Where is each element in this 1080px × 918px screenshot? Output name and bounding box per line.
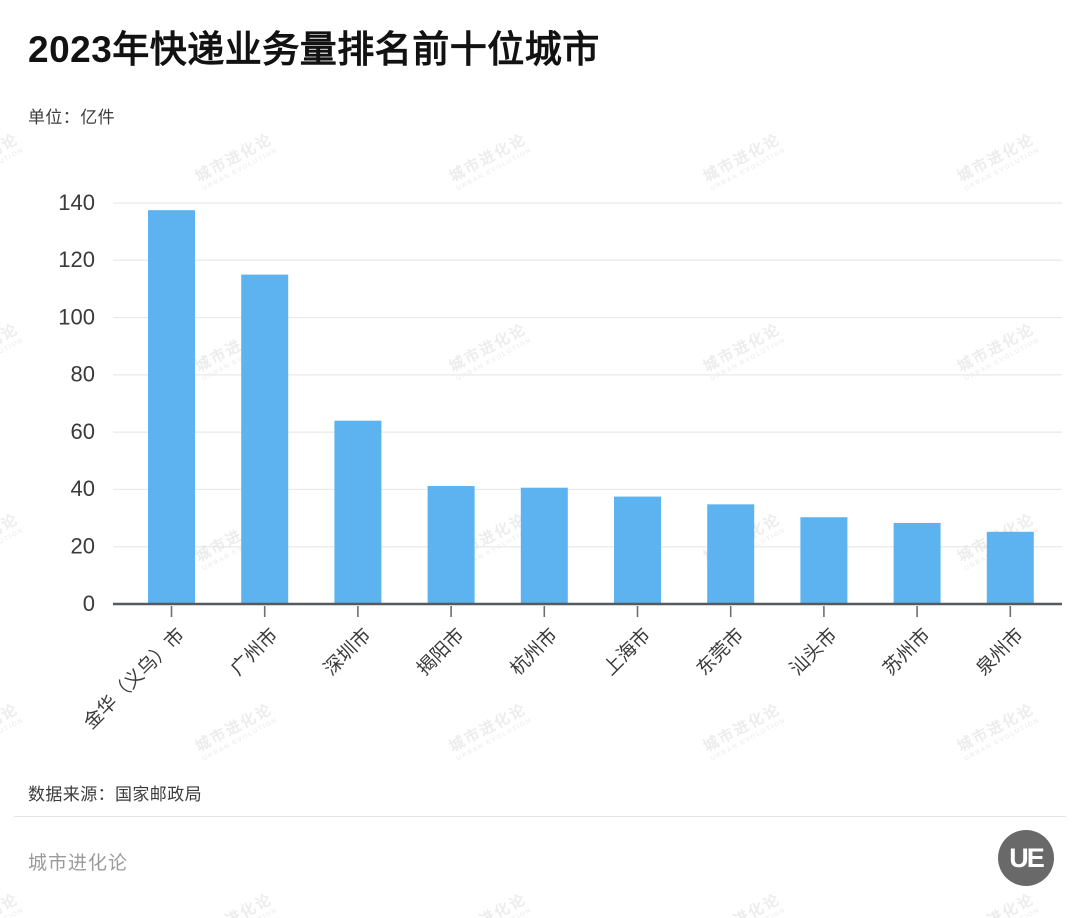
x-axis-tick-label: 东莞市	[692, 624, 748, 680]
x-axis-tick-label: 金华（义乌）市	[79, 624, 189, 734]
x-axis-tick-label: 泉州市	[972, 624, 1028, 680]
unit-label: 单位：亿件	[28, 107, 115, 127]
data-source-label: 数据来源：国家邮政局	[28, 785, 202, 804]
y-axis-ticks-group: 0 20 40 60 80 100 120 140	[58, 190, 95, 616]
brand-label: 城市进化论	[28, 853, 129, 874]
footer-divider	[14, 816, 1066, 817]
bars-group	[148, 210, 1034, 605]
y-axis-tick-label: 140	[58, 190, 95, 215]
x-axis-tick-label: 广州市	[226, 624, 282, 680]
bar	[800, 517, 848, 604]
bar	[148, 210, 195, 605]
bar	[986, 531, 1034, 604]
x-axis-tick-label: 苏州市	[879, 624, 935, 680]
x-axis-tick-label: 上海市	[599, 624, 655, 680]
x-axis-tick-label: 揭阳市	[413, 624, 469, 680]
bar	[427, 485, 475, 604]
y-axis-tick-label: 100	[58, 304, 95, 329]
bar	[707, 504, 755, 604]
x-axis-tick-label: 汕头市	[786, 624, 842, 680]
x-axis-tick-label: 杭州市	[506, 624, 562, 680]
bar	[241, 274, 289, 604]
y-axis-tick-label: 120	[58, 247, 95, 272]
x-axis-ticks-group: 金华（义乌）市 广州市 深圳市 揭阳市 杭州市 上海市 东莞市 汕头市 苏州市 泉州市	[79, 606, 1028, 734]
y-axis-tick-label: 0	[83, 591, 95, 616]
bar	[520, 487, 568, 604]
bar	[334, 420, 382, 604]
brand-logo-icon: UE	[998, 830, 1054, 886]
x-axis-tick-label: 深圳市	[320, 624, 376, 680]
y-axis-tick-label: 80	[71, 362, 95, 387]
bar	[614, 496, 661, 604]
y-axis-tick-label: 20	[71, 534, 95, 559]
page-title: 2023年快递业务量排名前十位城市	[28, 29, 600, 70]
y-axis-tick-label: 40	[71, 476, 95, 501]
y-axis-tick-label: 60	[71, 419, 95, 444]
gridlines-group	[113, 202, 1062, 548]
bar	[893, 522, 941, 604]
chart-header: 2023年快递业务量排名前十位城市 单位：亿件	[28, 29, 600, 128]
